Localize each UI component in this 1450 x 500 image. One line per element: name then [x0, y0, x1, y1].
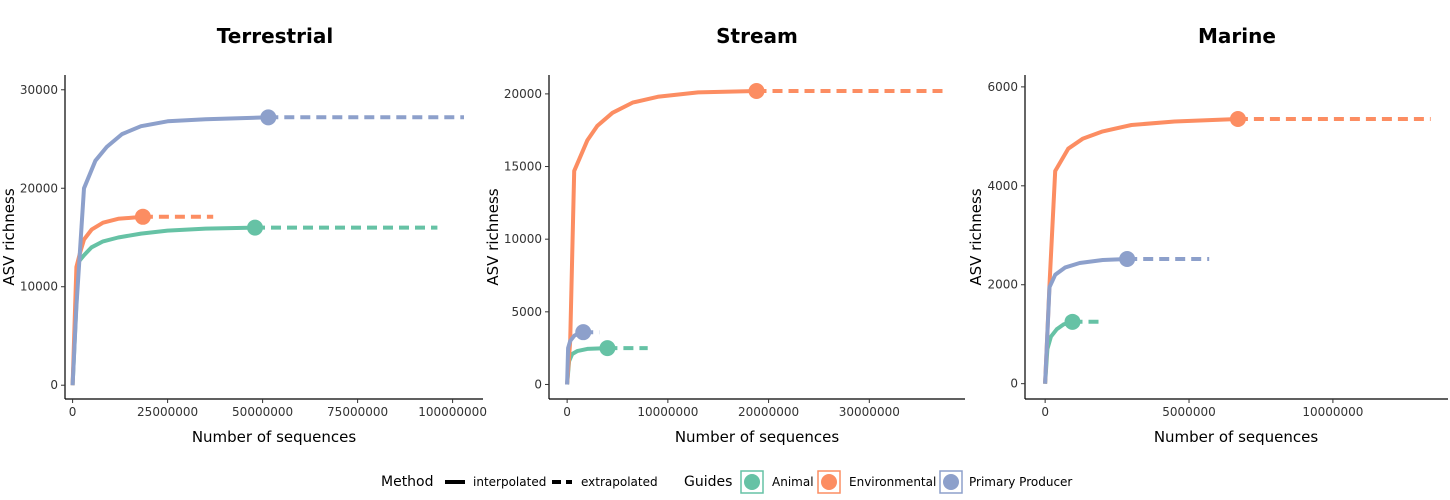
animal-key-box — [740, 470, 764, 494]
terrestrial-y-tick-label: 20000 — [20, 181, 58, 195]
extrapolated-key-label: extrapolated — [581, 475, 658, 489]
terrestrial-x-tick-label: 25000000 — [137, 405, 198, 419]
marine-animal-observed-point — [1064, 313, 1081, 330]
marine-primary-producer-interpolated-line — [1043, 257, 1128, 384]
terrestrial-y-tick-label: 10000 — [20, 280, 58, 294]
legend: Method interpolated extrapolated Guides … — [381, 470, 1072, 494]
marine-environmental-observed-point — [1229, 111, 1246, 128]
interpolated-key-label: interpolated — [473, 475, 546, 489]
marine-y-axis-title: ASV richness — [967, 188, 985, 285]
stream-environmental-interpolated-line — [565, 89, 757, 385]
environmental-key-box — [817, 470, 841, 494]
marine-panel: Marine 0 2000 4000 6000 0 5000000 10000000 Numbe… — [967, 24, 1448, 446]
marine-x-axis-title: Number of sequences — [1154, 428, 1319, 446]
terrestrial-x-axis-title: Number of sequences — [192, 428, 357, 446]
stream-x-tick-label: 20000000 — [738, 405, 799, 419]
terrestrial-y-axis-title: ASV richness — [0, 188, 18, 285]
method-legend-title: Method — [381, 474, 434, 490]
stream-x-tick-label: 30000000 — [839, 405, 900, 419]
stream-y-tick-label: 15000 — [504, 160, 542, 174]
stream-panel: Stream 0 5000 10000 15000 20000 0 10000000 20000… — [484, 24, 965, 446]
terrestrial-animal-observed-point — [247, 219, 263, 236]
stream-x-tick-label: 10000000 — [637, 405, 698, 419]
marine-primary-producer-observed-point — [1119, 251, 1136, 268]
terrestrial-environmental-observed-point — [134, 208, 151, 225]
marine-y-tick-label: 2000 — [987, 278, 1018, 292]
marine-title: Marine — [1198, 24, 1276, 48]
environmental-key-dot — [821, 474, 837, 490]
stream-y-tick-label: 10000 — [504, 232, 542, 246]
primary-producer-key-dot — [943, 474, 959, 490]
stream-animal-observed-point — [599, 340, 616, 357]
animal-key-dot — [744, 474, 760, 490]
terrestrial-title: Terrestrial — [217, 24, 333, 48]
stream-y-tick-label: 20000 — [504, 87, 542, 101]
terrestrial-x-tick-label: 50000000 — [232, 405, 293, 419]
stream-primary-producer-observed-point — [575, 324, 592, 341]
terrestrial-environmental-interpolated-line — [70, 214, 144, 386]
marine-environmental-interpolated-line — [1043, 117, 1238, 384]
marine-x-tick-label: 10000000 — [1302, 405, 1363, 419]
stream-x-axis-title: Number of sequences — [675, 428, 840, 446]
terrestrial-y-tick-label: 0 — [50, 378, 58, 392]
stream-title: Stream — [716, 24, 798, 48]
stream-animal-interpolated-line — [565, 346, 608, 385]
marine-y-tick-label: 4000 — [987, 179, 1018, 193]
marine-x-tick-label: 0 — [1041, 405, 1049, 419]
primary-producer-key-box — [939, 470, 963, 494]
stream-y-tick-label: 0 — [534, 377, 542, 391]
terrestrial-x-tick-label: 100000000 — [418, 405, 487, 419]
stream-environmental-observed-point — [748, 82, 765, 99]
stream-x-tick-label: 0 — [563, 405, 571, 419]
terrestrial-panel: Terrestrial 0 10000 20000 30000 0 25000000 5000… — [0, 24, 487, 446]
animal-key-label: Animal — [772, 475, 814, 489]
terrestrial-x-tick-label: 75000000 — [327, 405, 388, 419]
guides-legend-title: Guides — [684, 474, 732, 490]
terrestrial-x-tick-label: 0 — [69, 405, 77, 419]
primary-producer-key-label: Primary Producer — [969, 475, 1072, 489]
stream-y-tick-label: 5000 — [511, 305, 542, 319]
stream-y-axis-title: ASV richness — [484, 188, 502, 285]
marine-y-tick-label: 0 — [1010, 377, 1018, 391]
terrestrial-y-tick-label: 30000 — [20, 83, 58, 97]
terrestrial-primary-producer-observed-point — [260, 109, 277, 126]
terrestrial-primary-producer-interpolated-line — [70, 115, 269, 386]
terrestrial-animal-interpolated-line — [70, 225, 256, 386]
environmental-key-label: Environmental — [849, 475, 936, 489]
marine-x-tick-label: 5000000 — [1162, 405, 1215, 419]
marine-y-tick-label: 6000 — [987, 80, 1018, 94]
